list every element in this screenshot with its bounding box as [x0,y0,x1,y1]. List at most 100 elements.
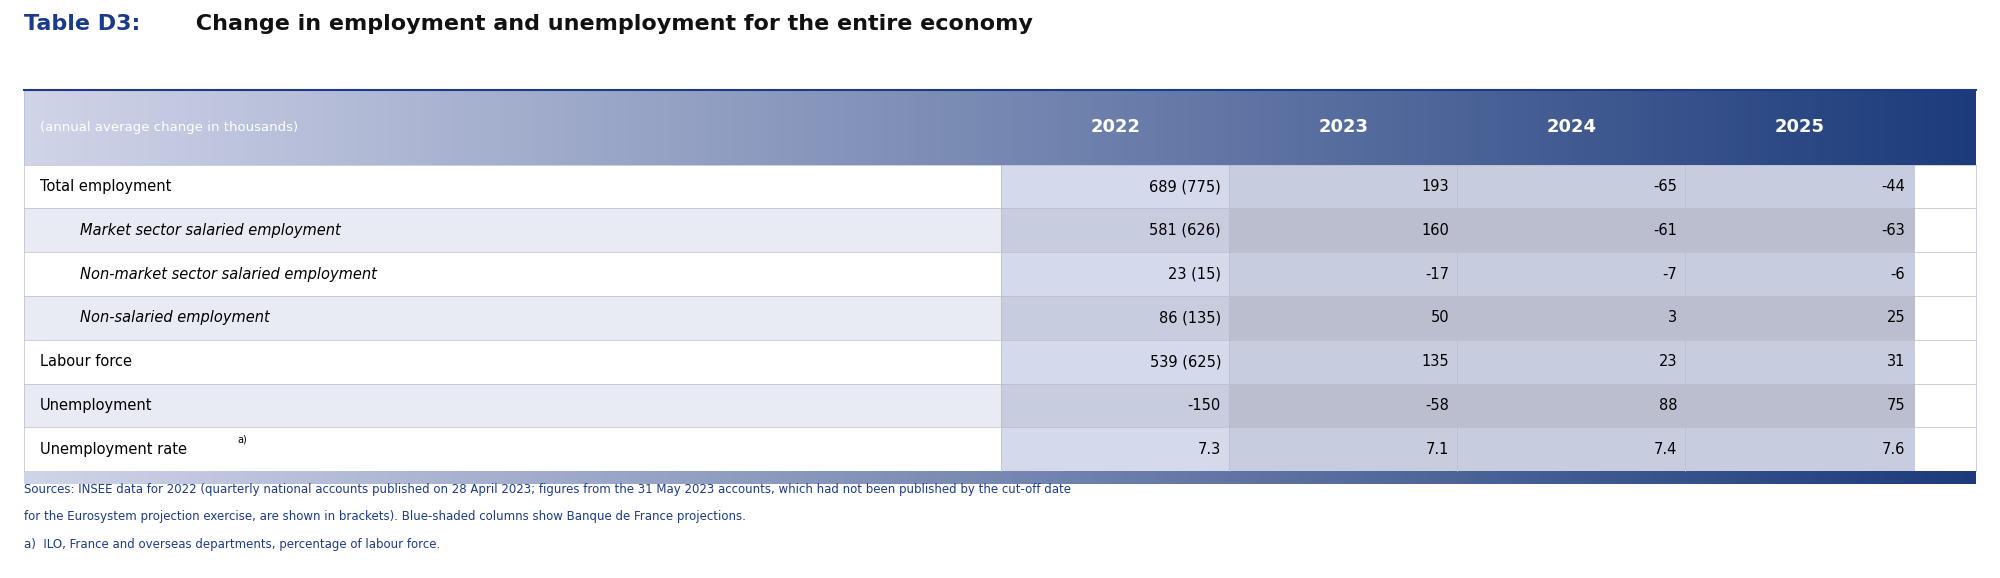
Bar [896,471,902,484]
Bar [1846,90,1852,165]
Bar [1358,471,1364,484]
Bar [682,471,688,484]
Bar [1032,471,1040,484]
Bar [1728,90,1736,165]
Bar [622,90,630,165]
Bar [630,471,636,484]
Bar [24,296,1002,340]
Bar [526,471,532,484]
Bar [948,90,954,165]
Bar [1572,90,1580,165]
Bar [1560,471,1566,484]
Bar [1606,90,1612,165]
Bar [584,90,590,165]
Bar [1000,90,1006,165]
Text: -17: -17 [1424,266,1448,281]
Bar [492,471,498,484]
Bar [1430,90,1436,165]
Text: 193: 193 [1422,179,1448,194]
Bar [662,471,668,484]
Text: -44: -44 [1882,179,1904,194]
Bar [1710,90,1716,165]
Bar [1872,471,1878,484]
Bar [1144,471,1150,484]
Bar [1456,90,1462,165]
Bar [1136,471,1144,484]
Bar [778,471,786,484]
Bar [856,90,864,165]
Bar [1404,90,1410,165]
Bar [382,471,388,484]
Bar [402,471,408,484]
Text: 75: 75 [1886,398,1904,413]
Bar [590,90,596,165]
Bar [1806,471,1814,484]
Bar [902,471,908,484]
Bar [1430,471,1436,484]
Bar [1502,471,1508,484]
Bar [1046,90,1052,165]
Bar [656,471,662,484]
Bar [518,90,526,165]
Bar [584,471,590,484]
Bar [772,90,778,165]
Bar [740,471,746,484]
Bar [1684,296,1916,340]
Bar [1014,90,1020,165]
Text: Non-salaried employment: Non-salaried employment [80,310,270,325]
Text: 539 (625): 539 (625) [1150,354,1220,369]
Bar [604,471,610,484]
Bar [446,471,454,484]
Bar [876,471,882,484]
Bar [1878,90,1884,165]
Bar [258,90,264,165]
Bar [1788,471,1794,484]
Bar [142,471,148,484]
Bar [1814,90,1820,165]
Bar [610,471,616,484]
Bar [558,471,564,484]
Bar [76,90,82,165]
Bar [642,471,648,484]
Bar [558,90,564,165]
Bar [1728,471,1736,484]
Bar [336,90,342,165]
Bar [238,471,246,484]
Bar [108,471,116,484]
Bar [1468,471,1474,484]
Bar [1892,471,1898,484]
Bar [1040,90,1046,165]
Text: 23: 23 [1658,354,1676,369]
Bar [506,471,512,484]
Text: 135: 135 [1422,354,1448,369]
Bar [362,471,368,484]
Bar [1072,90,1078,165]
Bar [460,90,466,165]
Bar [1904,90,1910,165]
Text: a)  ILO, France and overseas departments, percentage of labour force.: a) ILO, France and overseas departments,… [24,538,440,551]
Bar [408,471,414,484]
Bar [1832,90,1840,165]
Bar [1274,90,1280,165]
Bar [1228,209,1460,252]
Bar [180,471,186,484]
Bar [310,90,316,165]
Bar [1410,90,1416,165]
Bar [316,90,324,165]
Bar [1456,384,1688,427]
Bar [388,471,394,484]
Bar [1396,471,1404,484]
Bar [1632,90,1638,165]
Bar [570,471,578,484]
Bar [116,90,122,165]
Bar [350,90,356,165]
Bar [1228,296,1460,340]
Text: 689 (775): 689 (775) [1150,179,1220,194]
Bar [1580,471,1586,484]
Bar [70,90,76,165]
Text: 3: 3 [1668,310,1676,325]
Bar [844,471,850,484]
Bar [954,471,960,484]
Bar [1598,90,1606,165]
Bar [1884,90,1892,165]
